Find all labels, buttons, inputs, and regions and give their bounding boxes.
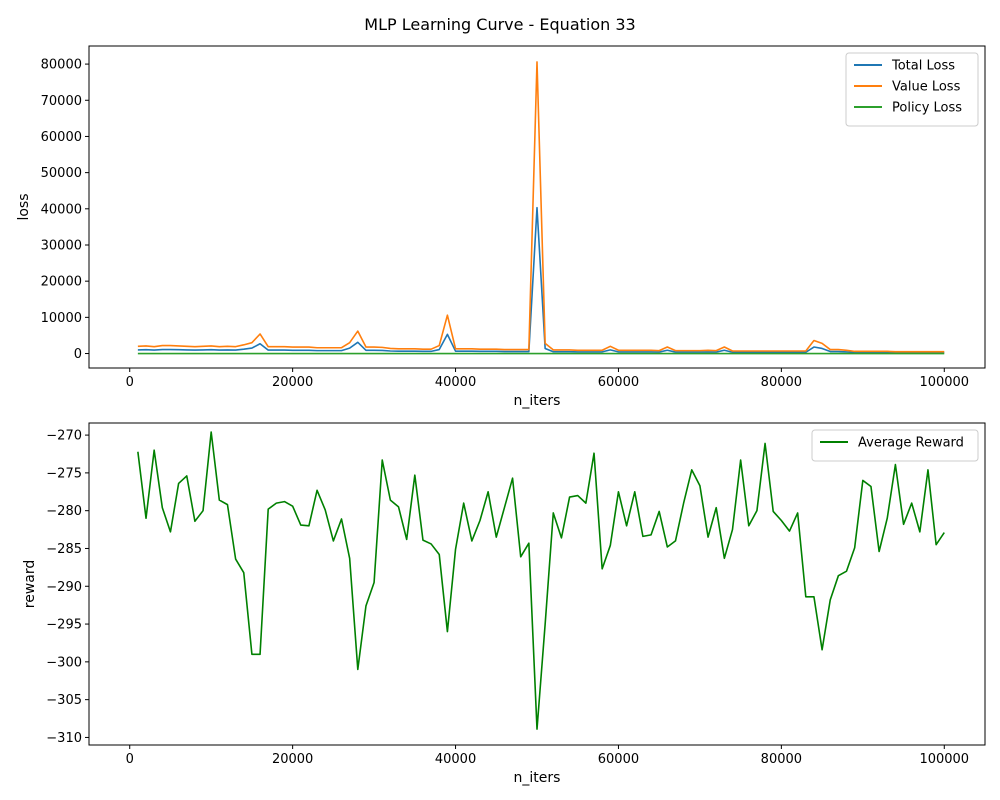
y-tick-label: 20000 (41, 275, 82, 290)
reward-plot: 0 20000 40000 60000 80000 100000 −310 −305 −300 −… (22, 422, 986, 786)
series-line-average-reward (137, 431, 945, 730)
y-tick-label: 0 (74, 347, 82, 362)
legend-entry: Policy Loss (892, 101, 962, 116)
x-tick-label: 20000 (272, 375, 313, 390)
legend: Average Reward (811, 429, 979, 462)
x-tick-label: 0 (126, 375, 134, 390)
legend-entry: Average Reward (858, 436, 964, 451)
y-tick-label: −280 (46, 504, 82, 519)
x-tick-label: 60000 (598, 752, 639, 767)
plot-frame (88, 45, 986, 369)
y-tick-label: 40000 (41, 202, 82, 217)
legend-box (811, 429, 979, 462)
legend-entry: Total Loss (891, 59, 955, 74)
y-tick-label: 60000 (41, 130, 82, 145)
y-tick-label: 30000 (41, 238, 82, 253)
y-tick-label: 80000 (41, 58, 82, 73)
x-tick-label: 40000 (435, 752, 476, 767)
y-tick-label: 50000 (41, 166, 82, 181)
x-tick-label: 20000 (272, 752, 313, 767)
y-tick-label: −305 (46, 693, 82, 708)
x-tick-label: 40000 (435, 375, 476, 390)
y-tick-label: 70000 (41, 94, 82, 109)
loss-plot: 0 20000 40000 60000 80000 100000 0 10000 20000 30… (16, 45, 986, 409)
legend-entry: Value Loss (892, 80, 961, 95)
legend: Total Loss Value Loss Policy Loss (845, 52, 979, 127)
series-line-total-loss (137, 206, 945, 354)
x-tick-label: 60000 (598, 375, 639, 390)
y-tick-label: −290 (46, 580, 82, 595)
x-tick-label: 100000 (919, 752, 969, 767)
x-axis-label: n_iters (514, 393, 561, 409)
figure-title: MLP Learning Curve - Equation 33 (364, 15, 635, 34)
x-tick-label: 0 (126, 752, 134, 767)
y-tick-label: −275 (46, 466, 82, 481)
y-tick-label: −285 (46, 542, 82, 557)
x-tick-label: 80000 (761, 752, 802, 767)
y-tick-label: −295 (46, 618, 82, 633)
y-tick-label: −270 (46, 429, 82, 444)
series-line-value-loss (137, 61, 945, 353)
y-axis-label: loss (16, 193, 32, 220)
x-tick-label: 100000 (919, 375, 969, 390)
y-axis-label: reward (22, 560, 38, 609)
y-tick-label: 10000 (41, 311, 82, 326)
x-tick-label: 80000 (761, 375, 802, 390)
y-tick-label: −300 (46, 655, 82, 670)
y-tick-label: −310 (46, 731, 82, 746)
x-axis-label: n_iters (514, 770, 561, 786)
plot-frame (88, 422, 986, 746)
